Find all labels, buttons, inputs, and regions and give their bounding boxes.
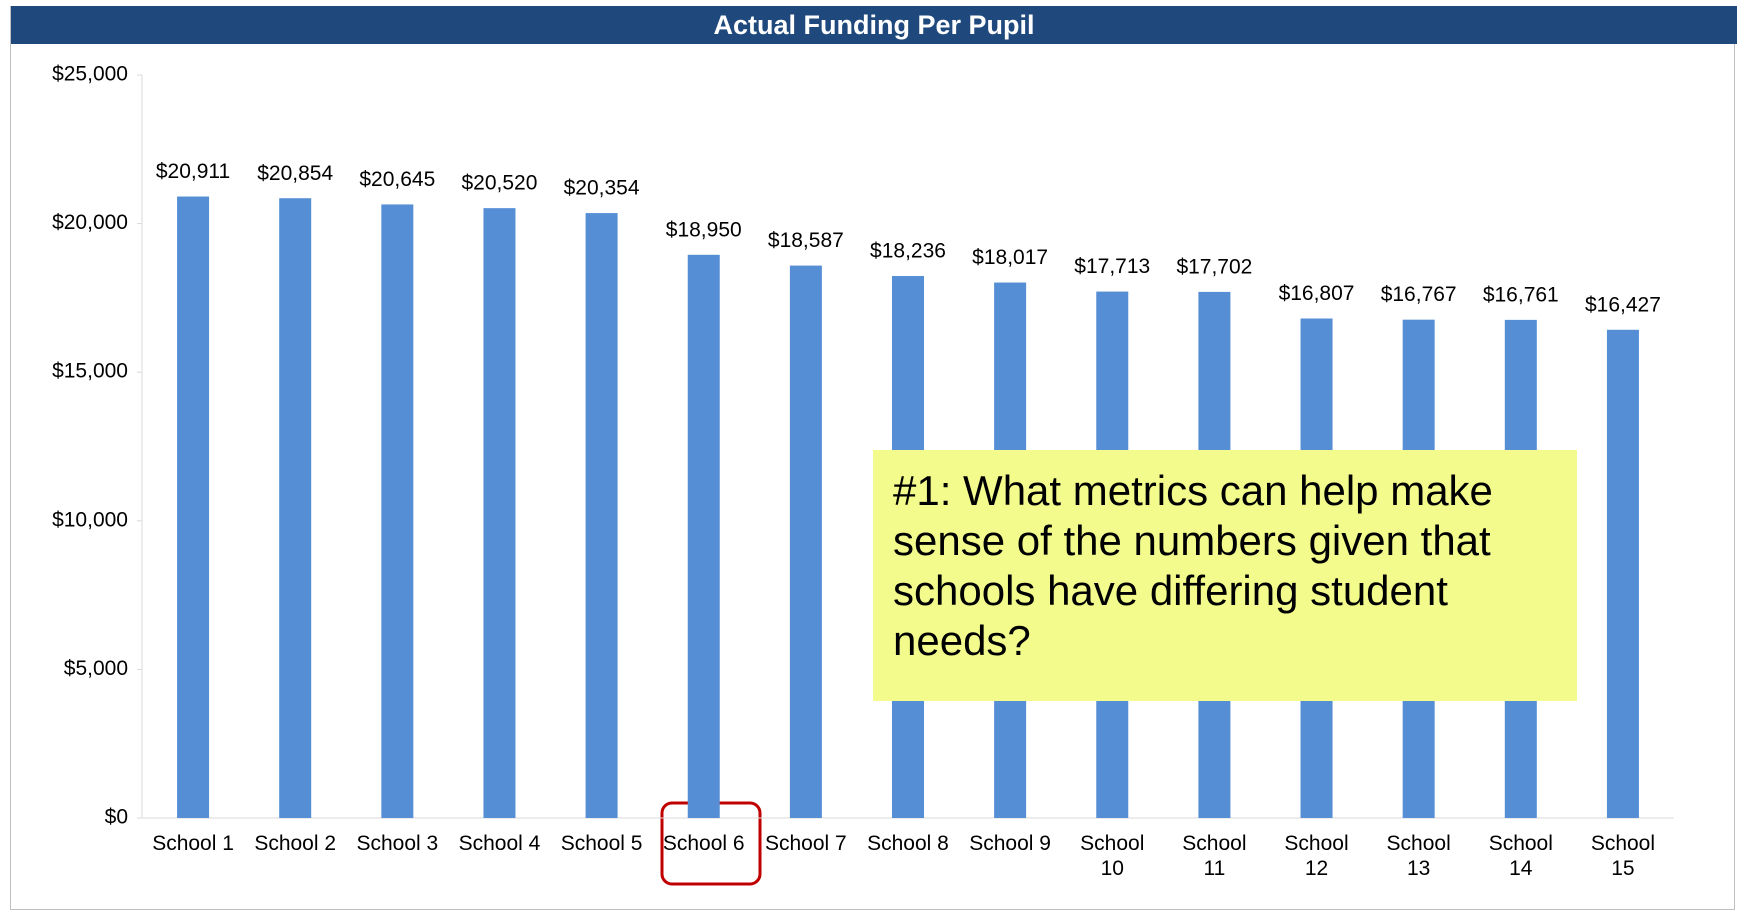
data-label: $20,854 [257, 162, 333, 185]
x-tick-label: School 9 [969, 832, 1051, 855]
x-tick-label: School 3 [356, 832, 439, 855]
x-tick-label: School 14 [1488, 832, 1553, 880]
x-tick-label: School 8 [867, 832, 949, 855]
x-tick-label: School 11 [1182, 832, 1247, 880]
data-label: $16,427 [1585, 293, 1661, 316]
data-label: $17,713 [1074, 255, 1150, 278]
data-label: $20,354 [564, 177, 640, 200]
chart-title: Actual Funding Per Pupil [11, 6, 1737, 44]
bar [1606, 329, 1639, 818]
bar [177, 196, 210, 818]
x-tick-label: School 7 [764, 832, 847, 855]
x-tick-label: School 2 [254, 832, 337, 855]
data-label: $18,236 [870, 240, 946, 263]
data-label: $20,911 [156, 160, 230, 183]
bar [789, 265, 822, 818]
bar [381, 204, 414, 818]
data-label: $17,702 [1176, 255, 1252, 278]
x-tick-label: School 5 [560, 832, 643, 855]
y-tick-label: $0 [105, 806, 128, 829]
data-label: $16,807 [1279, 282, 1355, 305]
bar [279, 198, 312, 818]
callout: #1: What metrics can help make sense of … [873, 450, 1577, 701]
x-tick-label: School 12 [1284, 832, 1349, 880]
bar [483, 208, 516, 818]
bar [687, 254, 720, 818]
y-tick-label: $15,000 [52, 360, 128, 383]
x-tick-label: School 15 [1590, 832, 1656, 880]
y-tick-label: $10,000 [52, 508, 128, 531]
x-tick-label: School 4 [458, 832, 541, 855]
x-tick-label: School 10 [1080, 832, 1145, 880]
y-tick-label: $5,000 [64, 657, 128, 680]
x-tick-label: School 6 [662, 832, 745, 855]
data-label: $20,520 [462, 172, 538, 195]
data-label: $18,587 [768, 229, 844, 252]
bar [585, 213, 618, 819]
data-label: $16,767 [1381, 283, 1457, 306]
data-label: $20,645 [359, 168, 435, 191]
data-label: $18,950 [666, 218, 742, 241]
x-tick-label: School 1 [152, 832, 234, 855]
data-label: $16,761 [1483, 283, 1559, 306]
y-tick-label: $25,000 [52, 63, 128, 86]
y-tick-label: $20,000 [52, 211, 128, 234]
data-label: $18,017 [972, 246, 1048, 269]
x-tick-label: School 13 [1386, 832, 1451, 880]
